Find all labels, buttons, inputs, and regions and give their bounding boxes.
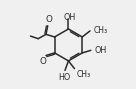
Text: CH₃: CH₃ [93,26,108,35]
Text: OH: OH [63,13,75,22]
Text: OH: OH [94,46,107,55]
Text: CH₃: CH₃ [77,70,91,79]
Text: O: O [45,15,52,24]
Text: O: O [40,57,47,66]
Text: HO: HO [58,73,70,82]
